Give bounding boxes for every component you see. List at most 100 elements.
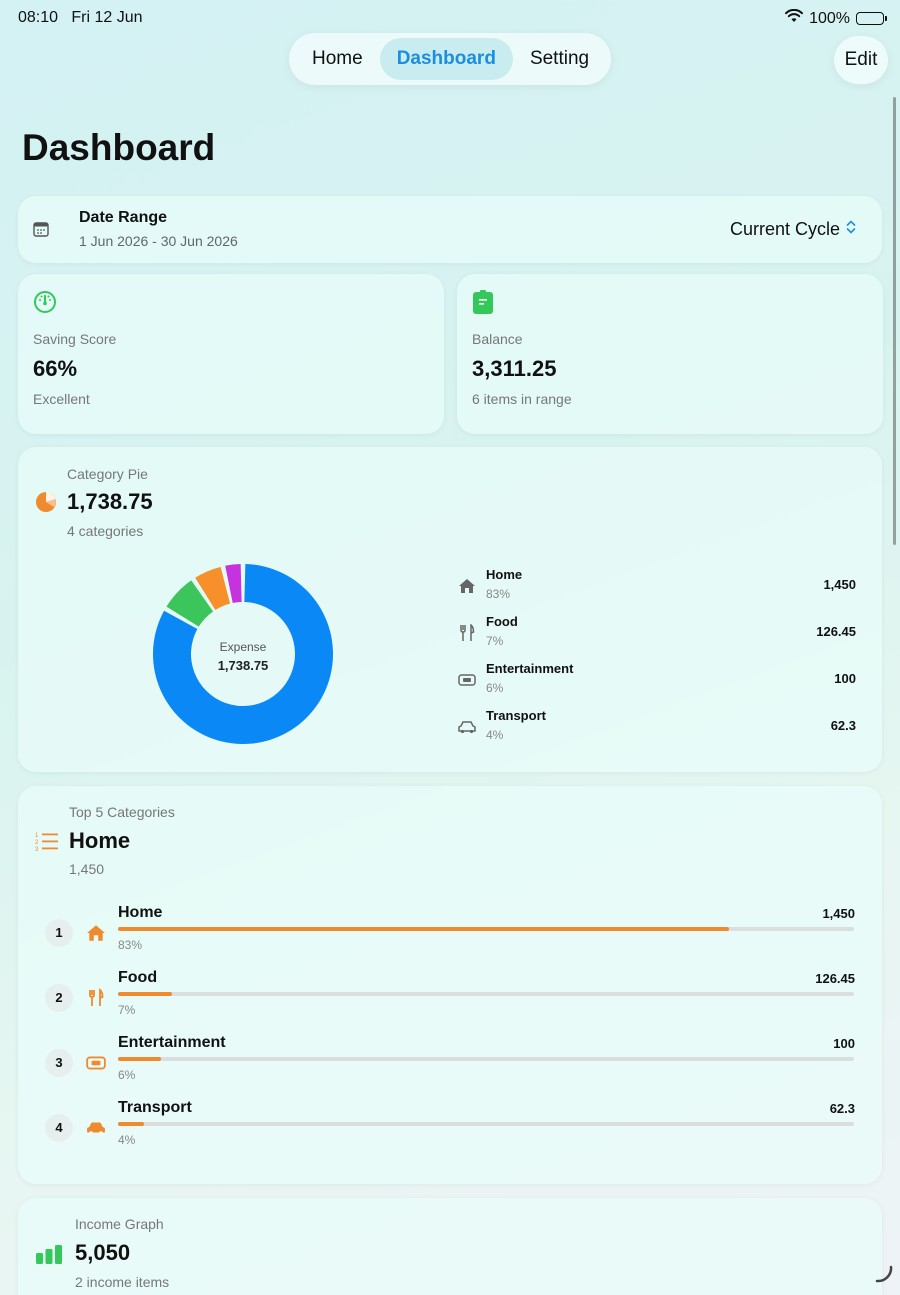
svg-text:2: 2 [35,840,39,846]
income-total: 5,050 [75,1240,131,1265]
donut-slice-entertainment[interactable] [195,566,231,610]
tab-setting[interactable]: Setting [529,48,590,69]
date-range-card[interactable]: Date Range 1 Jun 2026 - 30 Jun 2026 Curr… [18,196,882,263]
rank-row-home[interactable]: 1 Home 1,450 83% [45,904,855,964]
legend-pct: 83% [486,587,511,601]
donut-center-label: Expense [220,640,267,654]
category-pie-card[interactable]: Category Pie 1,738.75 4 categories Expen… [18,447,882,772]
rank-value: 1,450 [822,906,855,921]
balance-value: 3,311.25 [472,356,557,381]
rank-name: Home [118,904,163,921]
fork-knife-icon [456,622,478,644]
loading-spinner-icon [874,1264,894,1289]
legend-item-food[interactable]: Food 7% 126.45 [456,612,856,659]
svg-text:3: 3 [35,847,39,851]
rank-number: 2 [45,984,73,1012]
saving-score-rating: Excellent [33,391,90,407]
rank-pct: 83% [118,938,143,952]
status-bar: 08:10 Fri 12 Jun 100% [0,0,900,36]
rank-number: 3 [45,1049,73,1077]
saving-score-value: 66% [33,356,78,381]
rank-progress-track [118,1122,854,1126]
rank-value: 126.45 [815,971,855,986]
legend-value: 62.3 [830,718,856,733]
legend-value: 1,450 [823,577,856,592]
rank-progress-track [118,1057,854,1061]
pie-chart-icon [35,491,57,518]
scroll-indicator[interactable] [893,97,896,545]
battery-percent: 100% [809,9,850,27]
legend-name: Entertainment [486,661,574,676]
battery-icon [856,12,887,25]
rank-name: Transport [118,1099,192,1116]
rank-number: 1 [45,919,73,947]
date-range-value: 1 Jun 2026 - 30 Jun 2026 [79,233,238,249]
rank-progress-track [118,992,854,996]
balance-label: Balance [472,331,523,347]
top-categories-label: Top 5 Categories [69,804,175,820]
house-icon [456,575,478,597]
rank-number: 4 [45,1114,73,1142]
category-pie-total: 1,738.75 [67,489,153,514]
fork-knife-icon [85,987,107,1009]
expense-donut-chart[interactable]: Expense 1,738.75 [148,559,338,749]
tab-dashboard[interactable]: Dashboard [379,38,513,80]
rank-progress-track [118,927,854,931]
rank-pct: 6% [118,1068,136,1082]
calendar-icon [33,221,49,242]
rank-progress-fill [118,1122,145,1126]
legend-pct: 7% [486,634,504,648]
gauge-icon [33,290,57,319]
legend-name: Transport [486,708,546,723]
rank-row-transport[interactable]: 4 Transport 62.3 4% [45,1099,855,1159]
cycle-label: Current Cycle [729,219,840,239]
status-time: 08:10 Fri 12 Jun [18,9,143,26]
rank-value: 100 [833,1036,855,1051]
income-items: 2 income items [75,1274,170,1290]
page-title: Dashboard [22,127,216,168]
balance-items: 6 items in range [472,391,572,407]
pie-legend: Home 83% 1,450 Food 7% 126.45 Entertainm… [456,565,856,753]
legend-pct: 4% [486,728,504,742]
edit-button[interactable]: Edit [834,36,888,84]
legend-item-home[interactable]: Home 83% 1,450 [456,565,856,612]
legend-pct: 6% [486,681,504,695]
rank-value: 62.3 [829,1101,855,1116]
donut-center-value: 1,738.75 [218,658,269,673]
donut-slice-transport[interactable] [225,564,242,604]
category-pie-count: 4 categories [67,523,144,539]
legend-item-entertainment[interactable]: Entertainment 6% 100 [456,659,856,706]
tab-bar: Home Dashboard Setting [289,33,611,85]
wifi-icon [785,8,804,28]
donut-slice-food[interactable] [166,580,214,627]
ticket-icon [456,669,478,691]
date-range-title: Date Range [79,209,168,226]
cycle-picker[interactable]: Current Cycle [730,219,856,240]
chevron-up-down-icon [846,219,856,240]
saving-score-card[interactable]: Saving Score 66% Excellent [18,274,444,434]
income-graph-card[interactable]: Income Graph 5,050 2 income items [18,1198,882,1295]
wallet-icon [472,290,494,321]
rank-progress-fill [118,992,172,996]
rank-name: Food [118,969,158,986]
ticket-icon [85,1052,107,1074]
legend-value: 100 [834,671,856,686]
status-right: 100% [785,8,887,28]
legend-name: Home [486,567,523,582]
rank-row-food[interactable]: 2 Food 126.45 7% [45,969,855,1029]
top-category-amount: 1,450 [69,861,105,877]
rank-row-entertainment[interactable]: 3 Entertainment 100 6% [45,1034,855,1094]
car-icon [456,716,478,738]
legend-item-transport[interactable]: Transport 4% 62.3 [456,706,856,753]
tab-home[interactable]: Home [312,48,363,69]
rank-pct: 7% [118,1003,136,1017]
legend-name: Food [486,614,518,629]
rank-pct: 4% [118,1133,136,1147]
donut-slice-home[interactable] [153,564,333,744]
legend-value: 126.45 [816,624,856,639]
category-pie-label: Category Pie [67,466,148,482]
rank-name: Entertainment [118,1034,226,1051]
balance-card[interactable]: Balance 3,311.25 6 items in range [457,274,883,434]
